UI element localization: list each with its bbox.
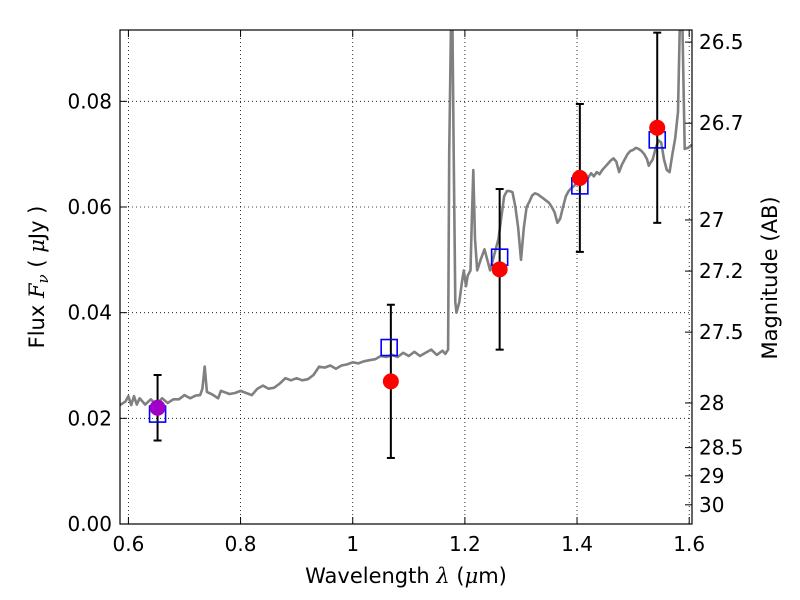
right-tick-label: 27.2 <box>699 259 744 283</box>
right-tick-label: 28 <box>699 391 724 415</box>
right-tick-label: 29 <box>699 464 724 488</box>
x-tick-label: 0.8 <box>225 532 257 556</box>
x-axis-label: Wavelength λ (μm) <box>305 564 507 588</box>
x-tick-label: 1.2 <box>449 532 481 556</box>
observed-point <box>571 169 588 186</box>
observed-photometry-markers <box>149 119 666 416</box>
x-tick-label: 1.4 <box>561 532 593 556</box>
observed-point <box>649 119 666 136</box>
y-axis-label: Flux Fν ( μJy ) <box>25 206 52 349</box>
right-tick-label: 27.5 <box>699 320 744 344</box>
observed-point <box>491 261 508 278</box>
x-tick-label: 0.6 <box>113 532 145 556</box>
x-tick-label: 1 <box>346 532 359 556</box>
y-tick-label: 0.02 <box>67 406 112 430</box>
model-spectrum <box>120 30 692 407</box>
right-axis-label: Magnitude (AB) <box>758 196 782 359</box>
right-tick-label: 28.5 <box>699 436 744 460</box>
right-tick-label: 26.7 <box>699 111 744 135</box>
y-tick-label: 0.08 <box>67 89 112 113</box>
y-tick-label: 0.00 <box>67 512 112 536</box>
right-tick-label: 27 <box>699 208 724 232</box>
model-square-marker <box>380 338 398 357</box>
y-axis-ticks: 0.00 0.02 0.04 0.06 0.08 <box>67 89 127 536</box>
observed-point <box>382 373 399 390</box>
x-tick-label: 1.6 <box>673 532 705 556</box>
right-tick-label: 30 <box>699 493 724 517</box>
y-tick-label: 0.06 <box>67 195 112 219</box>
grid-lines <box>120 30 692 525</box>
x-axis-ticks: 0.6 0.8 1 1.2 1.4 1.6 <box>113 30 705 556</box>
right-tick-label: 26.5 <box>699 30 744 54</box>
y-tick-label: 0.04 <box>67 301 112 325</box>
observed-point <box>149 399 166 416</box>
spectrum-line <box>120 30 692 407</box>
plot-frame <box>119 29 693 525</box>
right-axis-ticks: 26.5 26.7 27 27.2 27.5 28 28.5 29 30 <box>685 30 744 517</box>
model-photometry-markers <box>148 131 667 423</box>
